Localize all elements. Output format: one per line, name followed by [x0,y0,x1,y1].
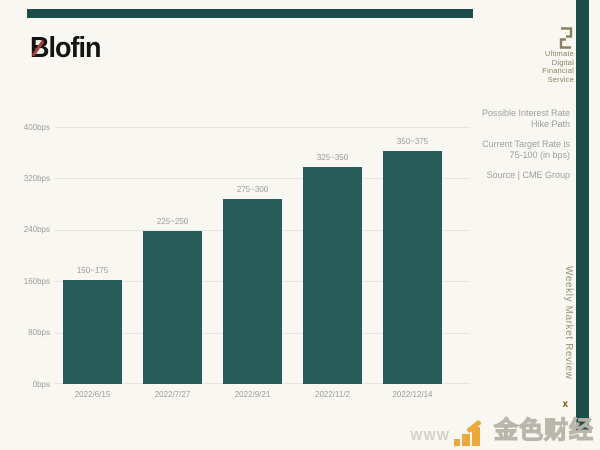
bar [223,199,282,384]
bar-value-label: 350~375 [396,137,429,146]
y-tick-label: 240bps [23,225,50,235]
annotation-target-line: Current Target Rate is [482,139,570,149]
y-tick-label: 160bps [23,276,50,286]
tagline-line: Service [547,74,574,84]
x-tick-label: 2022/9/21 [234,390,271,399]
bar [303,167,362,384]
annotation-heading-line: Possible Interest Rate [481,108,570,118]
bar-value-label: 225~250 [156,217,189,226]
y-tick-label: 400bps [23,122,50,132]
gridline [55,127,470,128]
brand-tagline: Ultimate Digital Financial Service [542,49,574,84]
y-tick-label: 80bps [28,328,50,338]
vertical-watermark-label: Weekly Market Review [563,266,574,380]
watermark-x-mark: x [562,399,568,410]
x-tick-label: 2022/11/2 [315,390,350,399]
brand-name: Blofin [30,32,101,64]
blofin-logo: Blofin [30,32,101,65]
bar [143,231,202,384]
chart-annotations: Possible Interest Rate Hike Path Current… [482,108,570,190]
bar [383,151,442,384]
plot-area: 400bps 320bps 240bps 160bps 80bps 0bps 150~175… [24,123,470,399]
y-tick-label: 320bps [23,173,50,183]
gridline [55,178,470,180]
annotation-heading: Possible Interest Rate Hike Path [482,108,570,130]
tagline-line: Ultimate [544,49,574,58]
jinse-watermark: WWW 金色财经 [410,416,594,446]
annotation-source: Source | CME Group [486,170,570,180]
tagline-line: Financial [542,66,574,75]
annotation-target-line: 75-100 (in bps) [509,150,570,160]
watermark-www-text: WWW [410,428,450,443]
x-tick-label: 2022/7/27 [154,390,191,399]
gold-bar-chart-icon [454,418,490,446]
annotation-target-rate: Current Target Rate is 75-100 (in bps) [482,139,570,161]
watermark-site-name: 金色财经 [493,416,594,444]
annotation-heading-line: Hike Path [530,119,570,129]
bar-value-label: 150~175 [76,266,109,275]
y-tick-label: 0bps [32,379,50,389]
right-accent-bar [576,0,589,431]
blofin-mark-icon [559,27,573,49]
tagline-line: Digital [551,57,574,67]
bar [63,280,122,384]
x-tick-label: 2022/12/14 [392,390,433,399]
bar-value-label: 325~350 [316,153,349,162]
x-tick-label: 2022/6/15 [74,390,111,399]
top-accent-bar [27,9,473,18]
bar-value-label: 275~300 [236,185,269,194]
